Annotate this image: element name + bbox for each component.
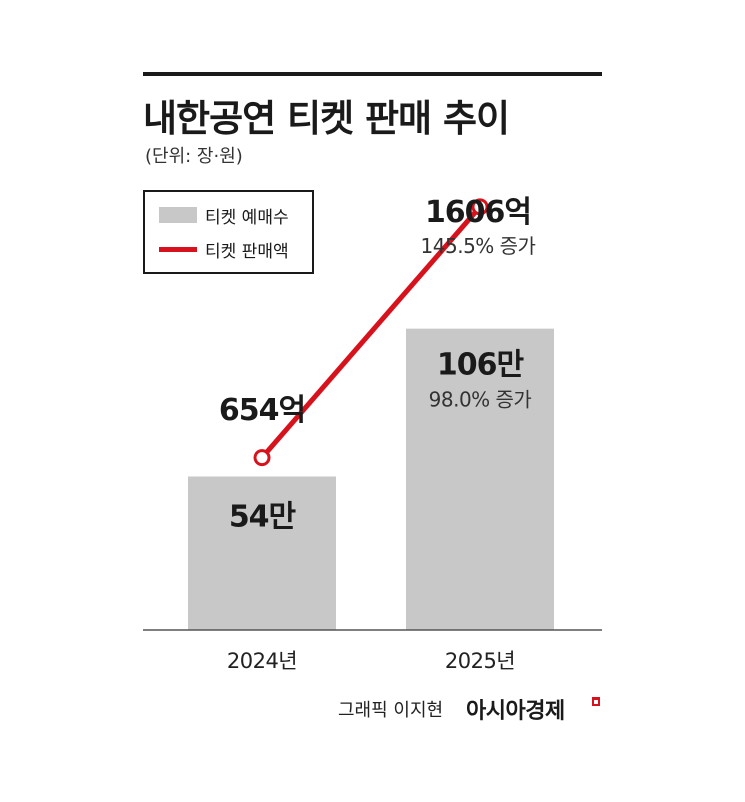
- brand-logo: 아시아경제: [466, 699, 565, 724]
- line-value-label: 1606억: [425, 195, 531, 230]
- unit-note: (단위: 장·원): [145, 146, 243, 167]
- brand-mark-icon: [592, 697, 600, 706]
- x-tick-label: 2024년: [227, 649, 297, 673]
- top-rule: [143, 72, 602, 76]
- line-change-label: 145.5% 증가: [421, 234, 536, 258]
- legend-item-sales: 티켓 판매액: [159, 236, 289, 262]
- bar-2024년: [188, 476, 336, 630]
- graphic-credit: 그래픽 이지현: [338, 700, 444, 721]
- line-point: [471, 198, 489, 216]
- legend: 티켓 예매수 티켓 판매액: [143, 190, 314, 274]
- legend-line-label: 티켓 판매액: [205, 241, 289, 262]
- line-series-sales: [260, 205, 482, 460]
- chart-title: 내한공연 티켓 판매 추이: [143, 97, 510, 140]
- legend-line-swatch: [159, 246, 197, 252]
- legend-bar-label: 티켓 예매수: [205, 207, 289, 228]
- line-value-label: 654억: [219, 393, 305, 428]
- bar-value-label: 54만: [229, 499, 297, 534]
- x-tick-label: 2025년: [445, 649, 515, 673]
- bar-value-label: 106만: [437, 348, 525, 383]
- bar-change-label: 98.0% 증가: [429, 388, 532, 412]
- bar-2025년: [406, 328, 554, 630]
- legend-item-bookings: 티켓 예매수: [159, 202, 289, 228]
- line-point: [253, 449, 271, 467]
- legend-bar-swatch: [159, 207, 197, 223]
